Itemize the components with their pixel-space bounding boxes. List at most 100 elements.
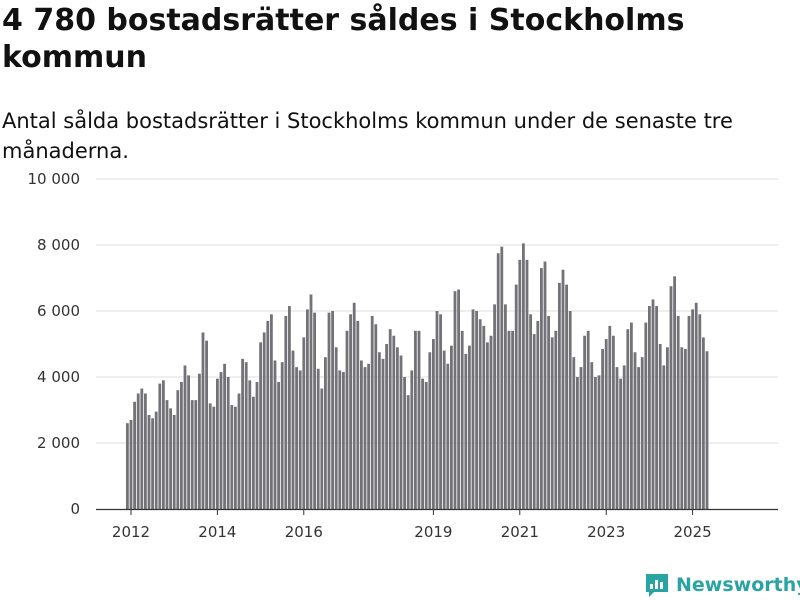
bar bbox=[612, 335, 615, 509]
bar bbox=[151, 418, 154, 509]
bar bbox=[356, 320, 360, 509]
bar bbox=[194, 400, 198, 509]
bar bbox=[219, 372, 223, 509]
bar bbox=[464, 353, 468, 509]
bar bbox=[248, 380, 252, 509]
bar bbox=[453, 291, 457, 509]
bar bbox=[619, 378, 622, 509]
bar bbox=[691, 309, 694, 509]
bar bbox=[658, 344, 662, 509]
bar bbox=[237, 393, 241, 509]
bar bbox=[493, 304, 496, 509]
bar bbox=[608, 325, 612, 509]
bar bbox=[457, 289, 460, 509]
bar bbox=[316, 368, 320, 509]
bar bbox=[270, 314, 273, 509]
bar bbox=[208, 403, 212, 509]
bar bbox=[396, 347, 399, 509]
bar bbox=[579, 367, 583, 509]
bar bbox=[471, 309, 475, 509]
bar bbox=[367, 363, 370, 509]
bar bbox=[597, 375, 601, 509]
bar bbox=[349, 314, 352, 509]
bar bbox=[266, 320, 270, 509]
bar bbox=[428, 352, 432, 509]
bar bbox=[360, 360, 363, 509]
bar bbox=[576, 377, 579, 509]
bar bbox=[144, 393, 147, 509]
bar bbox=[450, 345, 453, 509]
bar bbox=[421, 378, 424, 509]
bar bbox=[288, 306, 291, 509]
bar bbox=[507, 330, 511, 509]
bar bbox=[622, 365, 626, 509]
brand-name: Newsworthy bbox=[676, 574, 800, 596]
y-axis-labels: 0 2 000 4 000 6 000 8 000 10 000 bbox=[28, 170, 81, 518]
bar bbox=[342, 372, 345, 509]
bar bbox=[604, 339, 608, 509]
bar bbox=[640, 357, 644, 509]
x-axis: 2012 2014 2016 2019 2021 2023 2025 bbox=[96, 508, 778, 541]
bar bbox=[302, 337, 306, 509]
bar bbox=[633, 352, 637, 509]
bar bbox=[525, 259, 529, 509]
bar bbox=[345, 330, 349, 509]
bar bbox=[212, 406, 216, 509]
bar bbox=[435, 311, 439, 509]
bar bbox=[518, 259, 522, 509]
bar bbox=[334, 347, 338, 509]
x-tick-label: 2025 bbox=[674, 523, 712, 541]
bar bbox=[489, 335, 493, 509]
bar bbox=[568, 311, 572, 509]
bar bbox=[626, 329, 630, 509]
bar bbox=[133, 401, 136, 509]
bar bbox=[226, 377, 230, 509]
bars bbox=[126, 243, 709, 509]
bar bbox=[234, 406, 237, 509]
last-value-label: 4 780 bbox=[728, 0, 774, 4]
bar bbox=[478, 319, 482, 509]
bar bbox=[241, 358, 244, 509]
bar bbox=[529, 314, 532, 509]
bar bbox=[572, 357, 576, 509]
x-tick-label: 2014 bbox=[198, 523, 236, 541]
x-tick-label: 2019 bbox=[414, 523, 452, 541]
bar bbox=[147, 414, 151, 509]
bar bbox=[280, 362, 284, 509]
bar bbox=[129, 419, 133, 509]
bar bbox=[615, 367, 619, 509]
bar bbox=[126, 423, 129, 509]
bar bbox=[500, 246, 504, 509]
bar bbox=[154, 411, 158, 509]
bar bbox=[684, 348, 687, 509]
bar bbox=[547, 315, 550, 509]
bar bbox=[676, 315, 680, 509]
bar bbox=[291, 350, 295, 509]
bar bbox=[172, 414, 176, 509]
bar bbox=[273, 360, 277, 509]
bar bbox=[439, 314, 442, 509]
bar bbox=[230, 405, 234, 509]
bar bbox=[680, 347, 684, 509]
bar bbox=[381, 358, 385, 509]
bar bbox=[352, 302, 356, 509]
bar bbox=[446, 363, 450, 509]
bar bbox=[590, 362, 594, 509]
bar bbox=[158, 383, 162, 509]
bar bbox=[165, 400, 169, 509]
bar bbox=[388, 329, 392, 509]
bar bbox=[586, 330, 590, 509]
bar bbox=[442, 350, 446, 509]
newsworthy-logo-icon bbox=[646, 574, 668, 597]
bar bbox=[504, 304, 507, 509]
bar bbox=[295, 367, 298, 509]
bar bbox=[216, 378, 219, 509]
bar bbox=[468, 345, 471, 509]
y-tick-label: 6 000 bbox=[37, 302, 80, 320]
bar bbox=[331, 311, 334, 509]
newsworthy-logo: Newsworthy bbox=[644, 570, 800, 600]
bar bbox=[374, 324, 378, 509]
bar bbox=[406, 395, 410, 509]
bar bbox=[511, 330, 514, 509]
